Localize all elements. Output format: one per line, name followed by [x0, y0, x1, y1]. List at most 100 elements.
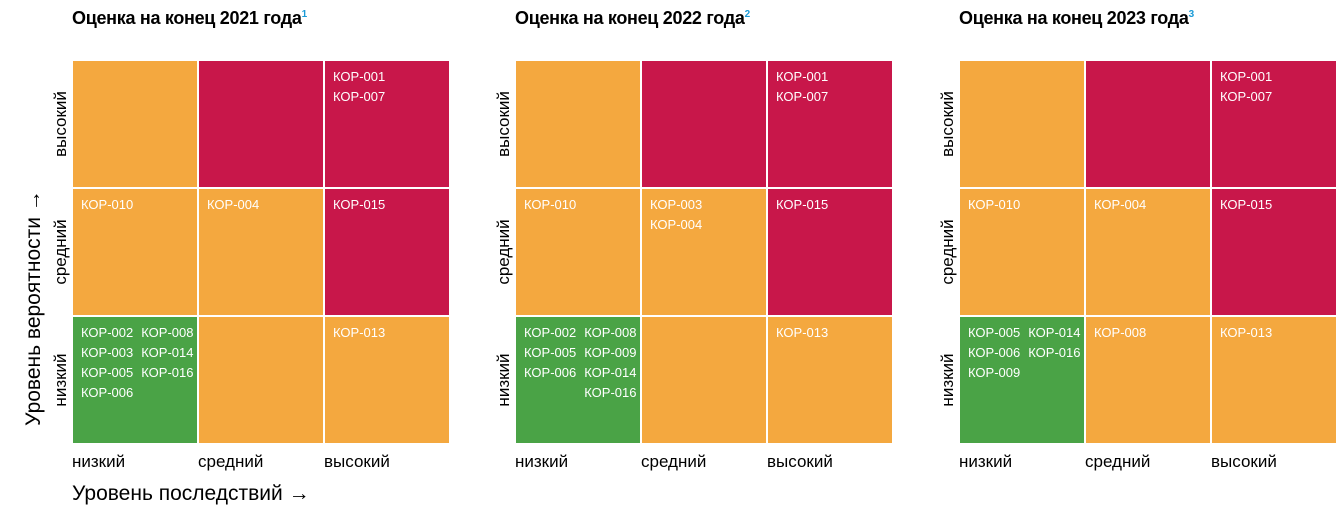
label-column: КОР-013	[333, 323, 385, 437]
matrix-cell: КОР-005 КОР-006 КОР-009 КОР-014 КОР-016	[959, 316, 1085, 444]
matrix-cell: КОР-015	[324, 188, 450, 316]
matrix-cell: КОР-003 КОР-004	[641, 188, 767, 316]
label-column: КОР-013	[1220, 323, 1272, 437]
footnote: 1	[301, 9, 308, 20]
matrix-cell: КОР-010	[72, 188, 198, 316]
risk-code: КОР-007	[776, 89, 829, 104]
matrix-cell	[198, 316, 324, 444]
label-column: КОР-003 КОР-004	[650, 195, 702, 309]
label-column: КОР-004	[1094, 195, 1146, 309]
col-label: высокий	[324, 452, 390, 471]
matrix-cell: КОР-013	[767, 316, 893, 444]
row-label: средний	[51, 219, 70, 285]
risk-code: КОР-004	[650, 217, 703, 232]
risk-code: КОР-014	[1028, 325, 1081, 340]
label-column: КОР-015	[1220, 195, 1272, 309]
matrix-cell: КОР-013	[324, 316, 450, 444]
matrix-cell: КОР-001 КОР-007	[767, 60, 893, 188]
matrix-cell: КОР-010	[959, 188, 1085, 316]
y-axis-label: Уровень вероятности →	[22, 190, 45, 426]
risk-code: КОР-008	[1094, 325, 1147, 340]
col-label: средний	[641, 452, 707, 471]
risk-code: КОР-006	[81, 385, 134, 400]
risk-code: КОР-013	[1220, 325, 1273, 340]
risk-code: КОР-006	[524, 365, 577, 380]
risk-code: КОР-013	[776, 325, 829, 340]
matrix-cell: КОР-002 КОР-005 КОР-006 КОР-008 КОР-009 КОР-0…	[515, 316, 641, 444]
col-label: низкий	[72, 452, 126, 471]
footnote: 2	[744, 9, 751, 20]
risk-code: КОР-009	[584, 345, 637, 360]
title-text: Оценка на конец 2022 года	[515, 8, 745, 28]
risk-code: КОР-001	[776, 69, 829, 84]
risk-code: КОР-007	[333, 89, 386, 104]
matrix-cell	[515, 60, 641, 188]
col-label: высокий	[767, 452, 833, 471]
label-column: КОР-015	[776, 195, 828, 309]
label-column: КОР-001 КОР-007	[1220, 67, 1272, 181]
label-column: КОР-005 КОР-006 КОР-009	[968, 323, 1020, 437]
label-column: КОР-004	[207, 195, 259, 309]
risk-code: КОР-008	[584, 325, 637, 340]
footnote: 3	[1188, 9, 1195, 20]
matrix-cell: КОР-013	[1211, 316, 1337, 444]
col-label: средний	[1085, 452, 1151, 471]
matrix-cell: КОР-008	[1085, 316, 1211, 444]
risk-code: КОР-003	[81, 345, 134, 360]
matrix-title: Оценка на конец 2023 года3	[959, 8, 1194, 29]
matrix-cell	[1085, 60, 1211, 188]
risk-code: КОР-005	[524, 345, 577, 360]
risk-code: КОР-010	[81, 197, 134, 212]
risk-code: КОР-009	[968, 365, 1021, 380]
risk-code: КОР-016	[584, 385, 637, 400]
risk-code: КОР-005	[81, 365, 134, 380]
risk-code: КОР-016	[1028, 345, 1081, 360]
row-label: низкий	[51, 353, 70, 407]
matrix-cell: КОР-001 КОР-007	[1211, 60, 1337, 188]
risk-code: КОР-005	[968, 325, 1021, 340]
label-column: КОР-015	[333, 195, 385, 309]
row-label: средний	[938, 219, 957, 285]
matrix-cell	[198, 60, 324, 188]
label-column: КОР-008 КОР-014 КОР-016	[141, 323, 193, 437]
col-label: высокий	[1211, 452, 1277, 471]
risk-code: КОР-007	[1220, 89, 1273, 104]
risk-code: КОР-004	[1094, 197, 1147, 212]
matrix-cell: КОР-010	[515, 188, 641, 316]
matrix-cell: КОР-015	[1211, 188, 1337, 316]
risk-code: КОР-014	[141, 345, 194, 360]
matrix-cell	[959, 60, 1085, 188]
risk-code: КОР-015	[1220, 197, 1273, 212]
matrix-cell: КОР-004	[1085, 188, 1211, 316]
row-label: низкий	[938, 353, 957, 407]
risk-code: КОР-001	[1220, 69, 1273, 84]
matrix-cell: КОР-004	[198, 188, 324, 316]
label-column: КОР-014 КОР-016	[1028, 323, 1080, 437]
risk-code: КОР-013	[333, 325, 386, 340]
matrix-cell	[641, 316, 767, 444]
matrix-cell: КОР-002 КОР-003 КОР-005 КОР-006 КОР-008 КОР-0…	[72, 316, 198, 444]
label-column: КОР-010	[524, 195, 576, 309]
label-column: КОР-008	[1094, 323, 1146, 437]
risk-code: КОР-015	[776, 197, 829, 212]
label-column: КОР-002 КОР-003 КОР-005 КОР-006	[81, 323, 133, 437]
title-text: Оценка на конец 2023 года	[959, 8, 1189, 28]
label-column: КОР-008 КОР-009 КОР-014 КОР-016	[584, 323, 636, 437]
matrix-title: Оценка на конец 2022 года2	[515, 8, 750, 29]
row-label: средний	[494, 219, 513, 285]
label-column: КОР-010	[968, 195, 1020, 309]
label-column: КОР-010	[81, 195, 133, 309]
risk-code: КОР-002	[81, 325, 134, 340]
risk-code: КОР-015	[333, 197, 386, 212]
label-column: КОР-001 КОР-007	[333, 67, 385, 181]
col-label: средний	[198, 452, 264, 471]
label-column: КОР-001 КОР-007	[776, 67, 828, 181]
row-label: высокий	[938, 91, 957, 157]
x-axis-label: Уровень последствий →	[72, 482, 310, 505]
col-label: низкий	[515, 452, 569, 471]
matrix-cell: КОР-015	[767, 188, 893, 316]
risk-code: КОР-008	[141, 325, 194, 340]
label-column: КОР-002 КОР-005 КОР-006	[524, 323, 576, 437]
label-column: КОР-013	[776, 323, 828, 437]
